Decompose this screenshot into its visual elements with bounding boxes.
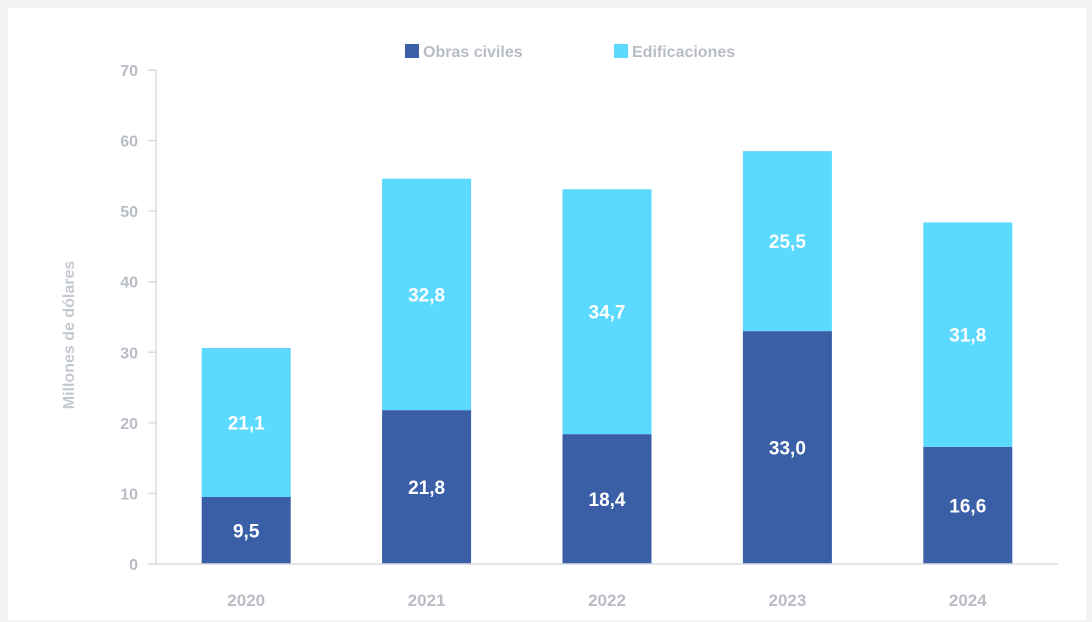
data-label: 25,5: [769, 232, 806, 253]
legend: Obras civiles Edificaciones: [405, 44, 735, 61]
legend-swatch: [405, 44, 419, 58]
x-tick-label: 2024: [949, 591, 987, 610]
y-tick-label: 0: [129, 557, 138, 574]
y-axis: 0 10 20 30 40 50 60 70: [120, 63, 157, 574]
x-tick-label: 2020: [227, 591, 265, 610]
y-tick-label: 20: [120, 416, 138, 433]
data-label: 21,8: [408, 478, 445, 499]
legend-swatch: [614, 44, 628, 58]
x-axis: 2020 2021 2022 2023 2024: [156, 563, 1058, 610]
x-tick-label: 2021: [408, 591, 446, 610]
data-label: 33,0: [769, 439, 806, 460]
y-tick-label: 70: [120, 63, 138, 80]
bars: 9,5 21,1 21,8 32,8 18,4 34,7 33,0 25,5 16,6 31,8: [201, 151, 1013, 564]
data-label: 9,5: [233, 521, 260, 542]
bar-segment-0: [201, 496, 291, 564]
stacked-bar-chart: Obras civiles Edificaciones 0 10 20 30 40 50 60…: [61, 44, 1058, 610]
bar-segment-1: [562, 189, 652, 435]
bar-segment-1: [382, 178, 472, 411]
legend-label: Obras civiles: [423, 44, 523, 61]
data-label: 21,1: [228, 414, 265, 435]
y-tick-label: 10: [120, 486, 138, 503]
y-tick-label: 50: [120, 204, 138, 221]
chart-card: Obras civiles Edificaciones 0 10 20 30 40 50 60…: [8, 8, 1086, 620]
bar-segment-0: [382, 410, 472, 564]
bar-segment-1: [923, 222, 1013, 447]
y-tick-label: 30: [120, 345, 138, 362]
bar-segment-0: [562, 434, 652, 564]
x-tick-label: 2023: [768, 591, 806, 610]
y-tick-label: 40: [120, 275, 138, 292]
y-axis-title: Millones de dólares: [61, 261, 78, 410]
legend-label: Edificaciones: [632, 44, 735, 61]
bar-segment-1: [201, 348, 291, 497]
data-label: 18,4: [589, 490, 626, 511]
data-label: 32,8: [408, 285, 445, 306]
y-tick-label: 60: [120, 134, 138, 151]
data-label: 16,6: [949, 496, 986, 517]
data-label: 31,8: [949, 326, 986, 347]
bar-segment-1: [742, 151, 832, 332]
bar-segment-0: [742, 331, 832, 564]
bar-segment-0: [923, 446, 1013, 564]
data-label: 34,7: [589, 303, 626, 324]
x-tick-label: 2022: [588, 591, 626, 610]
